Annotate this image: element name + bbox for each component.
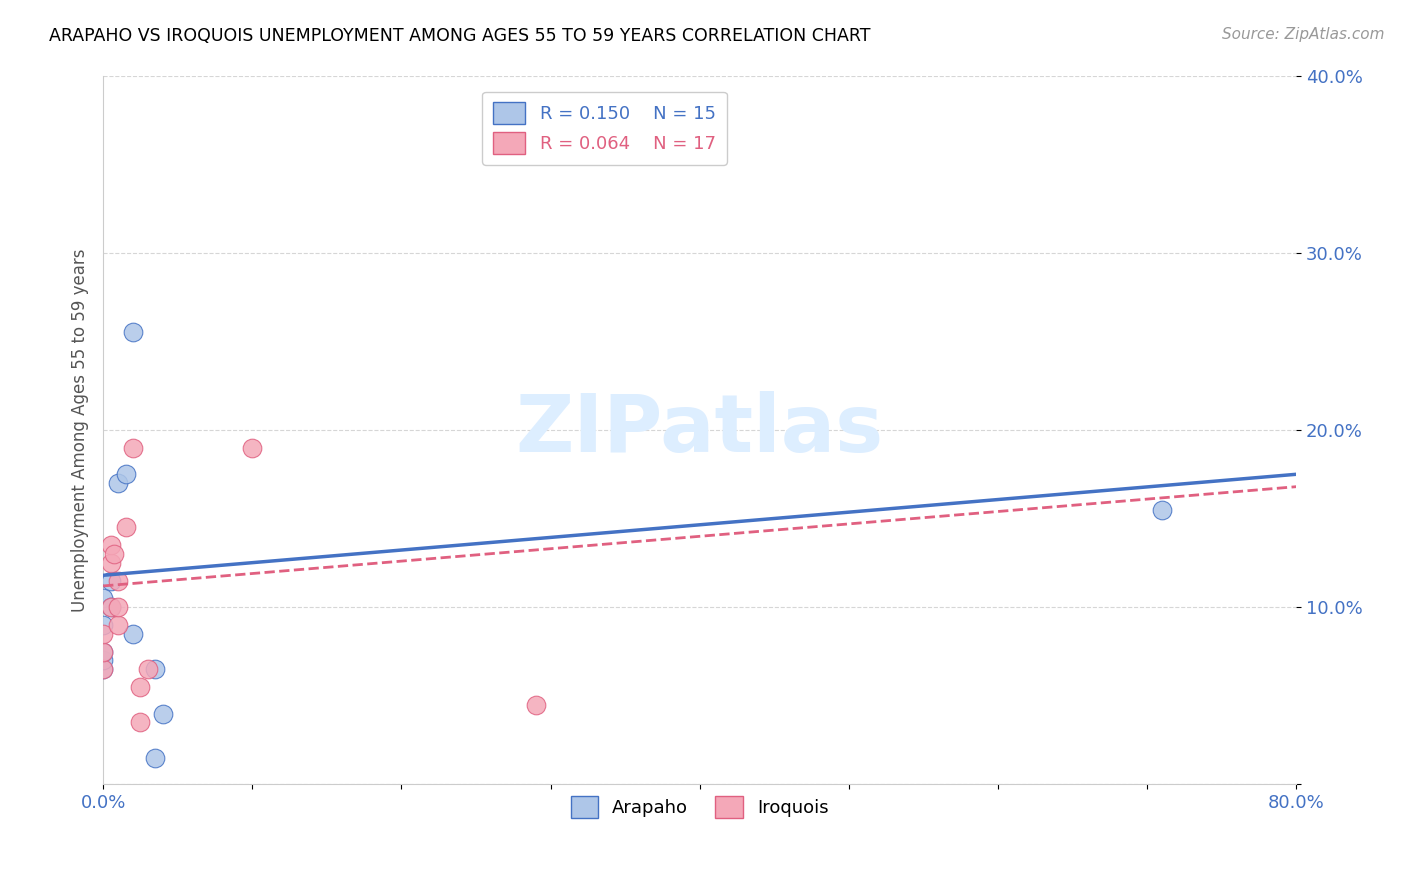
Point xyxy=(129,680,152,694)
Point xyxy=(100,600,122,615)
Point xyxy=(107,600,129,615)
Point xyxy=(91,662,114,676)
Point xyxy=(100,600,122,615)
Point xyxy=(91,618,114,632)
Point xyxy=(107,574,129,588)
Point xyxy=(107,618,129,632)
Point xyxy=(100,574,122,588)
Point xyxy=(100,538,122,552)
Point xyxy=(100,556,122,570)
Point xyxy=(240,441,263,455)
Point xyxy=(122,627,145,641)
Text: ZIPatlas: ZIPatlas xyxy=(516,391,884,469)
Point xyxy=(152,706,174,721)
Text: ARAPAHO VS IROQUOIS UNEMPLOYMENT AMONG AGES 55 TO 59 YEARS CORRELATION CHART: ARAPAHO VS IROQUOIS UNEMPLOYMENT AMONG A… xyxy=(49,27,870,45)
Point xyxy=(122,326,145,340)
Point xyxy=(114,467,136,482)
Point xyxy=(129,715,152,730)
Point xyxy=(91,653,114,667)
Point xyxy=(136,662,159,676)
Point xyxy=(91,591,114,606)
Point xyxy=(107,476,129,491)
Point xyxy=(91,644,114,658)
Point xyxy=(1150,502,1173,516)
Point xyxy=(91,662,114,676)
Point xyxy=(114,520,136,534)
Point xyxy=(91,644,114,658)
Legend: Arapaho, Iroquois: Arapaho, Iroquois xyxy=(564,789,835,825)
Point xyxy=(91,627,114,641)
Point xyxy=(524,698,547,712)
Point xyxy=(143,751,166,765)
Point xyxy=(122,441,145,455)
Point xyxy=(143,662,166,676)
Y-axis label: Unemployment Among Ages 55 to 59 years: Unemployment Among Ages 55 to 59 years xyxy=(72,248,89,612)
Point xyxy=(103,547,125,561)
Text: Source: ZipAtlas.com: Source: ZipAtlas.com xyxy=(1222,27,1385,42)
